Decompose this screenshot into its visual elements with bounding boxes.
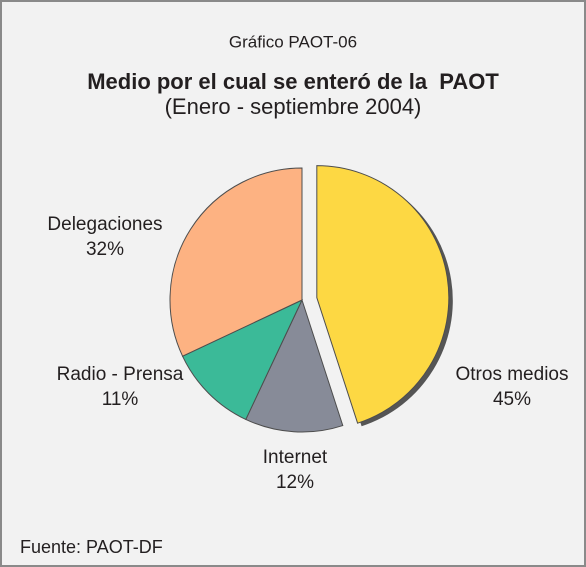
slice xyxy=(316,165,450,424)
source: Fuente: PAOT-DF xyxy=(20,537,163,557)
slice xyxy=(181,298,304,421)
chart-title: Medio por el cual se enteró de la PAOT xyxy=(87,69,499,94)
chart-subtitle: (Enero - septiembre 2004) xyxy=(165,94,422,119)
slice-value: 45% xyxy=(493,389,531,410)
slice-value: 12% xyxy=(276,472,314,493)
slice-label: Internet xyxy=(263,447,328,468)
slice-label: Delegaciones xyxy=(47,214,162,235)
slice xyxy=(169,167,303,357)
slice-value: 11% xyxy=(102,389,139,410)
slice-label: Otros medios xyxy=(456,364,569,385)
chart-header: Gráfico PAOT-06 xyxy=(229,32,357,51)
slice-value: 32% xyxy=(86,239,124,260)
slice xyxy=(245,298,344,433)
slice-label: Radio - Prensa xyxy=(57,364,184,385)
